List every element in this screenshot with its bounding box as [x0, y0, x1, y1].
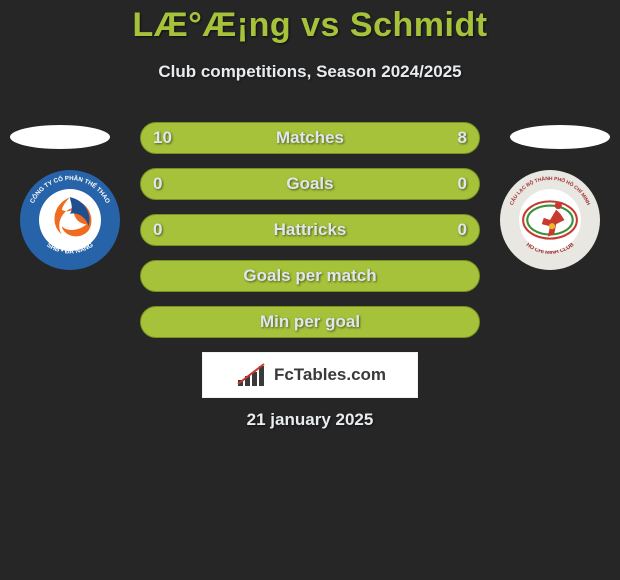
stat-bar-value-left: 0 [153, 174, 162, 194]
fctables-logo-text: FcTables.com [274, 365, 386, 385]
badge-left-swirl-icon [39, 189, 101, 251]
badge-right-runner-icon [519, 189, 581, 251]
stat-bar-label: Matches [276, 128, 344, 148]
stat-bar: Hattricks 0 0 [140, 214, 480, 246]
stat-bar-value-right: 0 [458, 174, 467, 194]
ellipse-left [10, 125, 110, 149]
subtitle: Club competitions, Season 2024/2025 [0, 62, 620, 82]
team-badge-left: CÔNG TY CỔ PHẦN THỂ THAO SHB • ĐÀ NẴNG [20, 170, 120, 270]
stat-bar: Min per goal [140, 306, 480, 338]
stat-bar-value-left: 10 [153, 128, 172, 148]
stat-bar: Matches 10 8 [140, 122, 480, 154]
badge-right-inner [519, 189, 581, 251]
stat-bar-label: Hattricks [274, 220, 347, 240]
stat-bar: Goals per match [140, 260, 480, 292]
team-badge-right: CÂU LẠC BỘ THÀNH PHỐ HỒ CHÍ MINH HO CHI … [500, 170, 600, 270]
date-text: 21 january 2025 [0, 410, 620, 430]
stat-bar-value-right: 0 [458, 220, 467, 240]
stat-bar-label: Goals per match [243, 266, 376, 286]
stat-bar-value-right: 8 [458, 128, 467, 148]
badge-left-inner [39, 189, 101, 251]
page-title: LÆ°Æ¡ng vs Schmidt [0, 6, 620, 45]
stat-bar-label: Min per goal [260, 312, 360, 332]
stat-bar-value-left: 0 [153, 220, 162, 240]
stat-bar: Goals 0 0 [140, 168, 480, 200]
stat-bar-label: Goals [286, 174, 333, 194]
ellipse-right [510, 125, 610, 149]
fctables-chart-icon [234, 362, 268, 388]
fctables-logo: FcTables.com [202, 352, 418, 398]
